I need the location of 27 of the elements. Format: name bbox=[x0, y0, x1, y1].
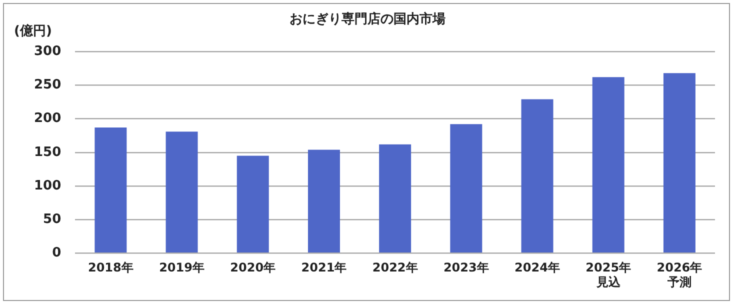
x-tick-label: 2025年見込 bbox=[586, 260, 632, 289]
x-tick-label: 2023年 bbox=[443, 260, 489, 275]
bar bbox=[379, 144, 412, 253]
x-tick-label: 2022年 bbox=[372, 260, 418, 275]
bar bbox=[592, 77, 624, 253]
bar bbox=[166, 132, 198, 253]
y-axis-title: (億円) bbox=[14, 22, 52, 40]
bar bbox=[663, 73, 696, 253]
chart-title: おにぎり専門店の国内市場 bbox=[290, 11, 446, 28]
y-tick-label: 300 bbox=[34, 44, 62, 59]
y-tick-label: 100 bbox=[34, 178, 62, 194]
y-tick-label: 50 bbox=[43, 212, 62, 227]
y-tick-label: 200 bbox=[34, 111, 62, 126]
bar bbox=[521, 99, 554, 253]
bar bbox=[94, 128, 127, 253]
x-tick-label: 2021年 bbox=[301, 260, 347, 275]
x-tick-label: 2024年 bbox=[514, 260, 560, 275]
bar bbox=[450, 124, 482, 253]
bar bbox=[308, 150, 340, 253]
bar bbox=[236, 156, 269, 253]
x-tick-label: 2018年 bbox=[88, 260, 134, 275]
x-tick-label: 2019年 bbox=[159, 260, 204, 275]
x-tick-label: 2020年 bbox=[230, 260, 276, 275]
y-tick-label: 150 bbox=[34, 144, 62, 160]
x-tick-label: 2026年予測 bbox=[656, 260, 702, 289]
y-tick-label: 0 bbox=[52, 246, 62, 261]
y-tick-label: 250 bbox=[34, 78, 62, 93]
